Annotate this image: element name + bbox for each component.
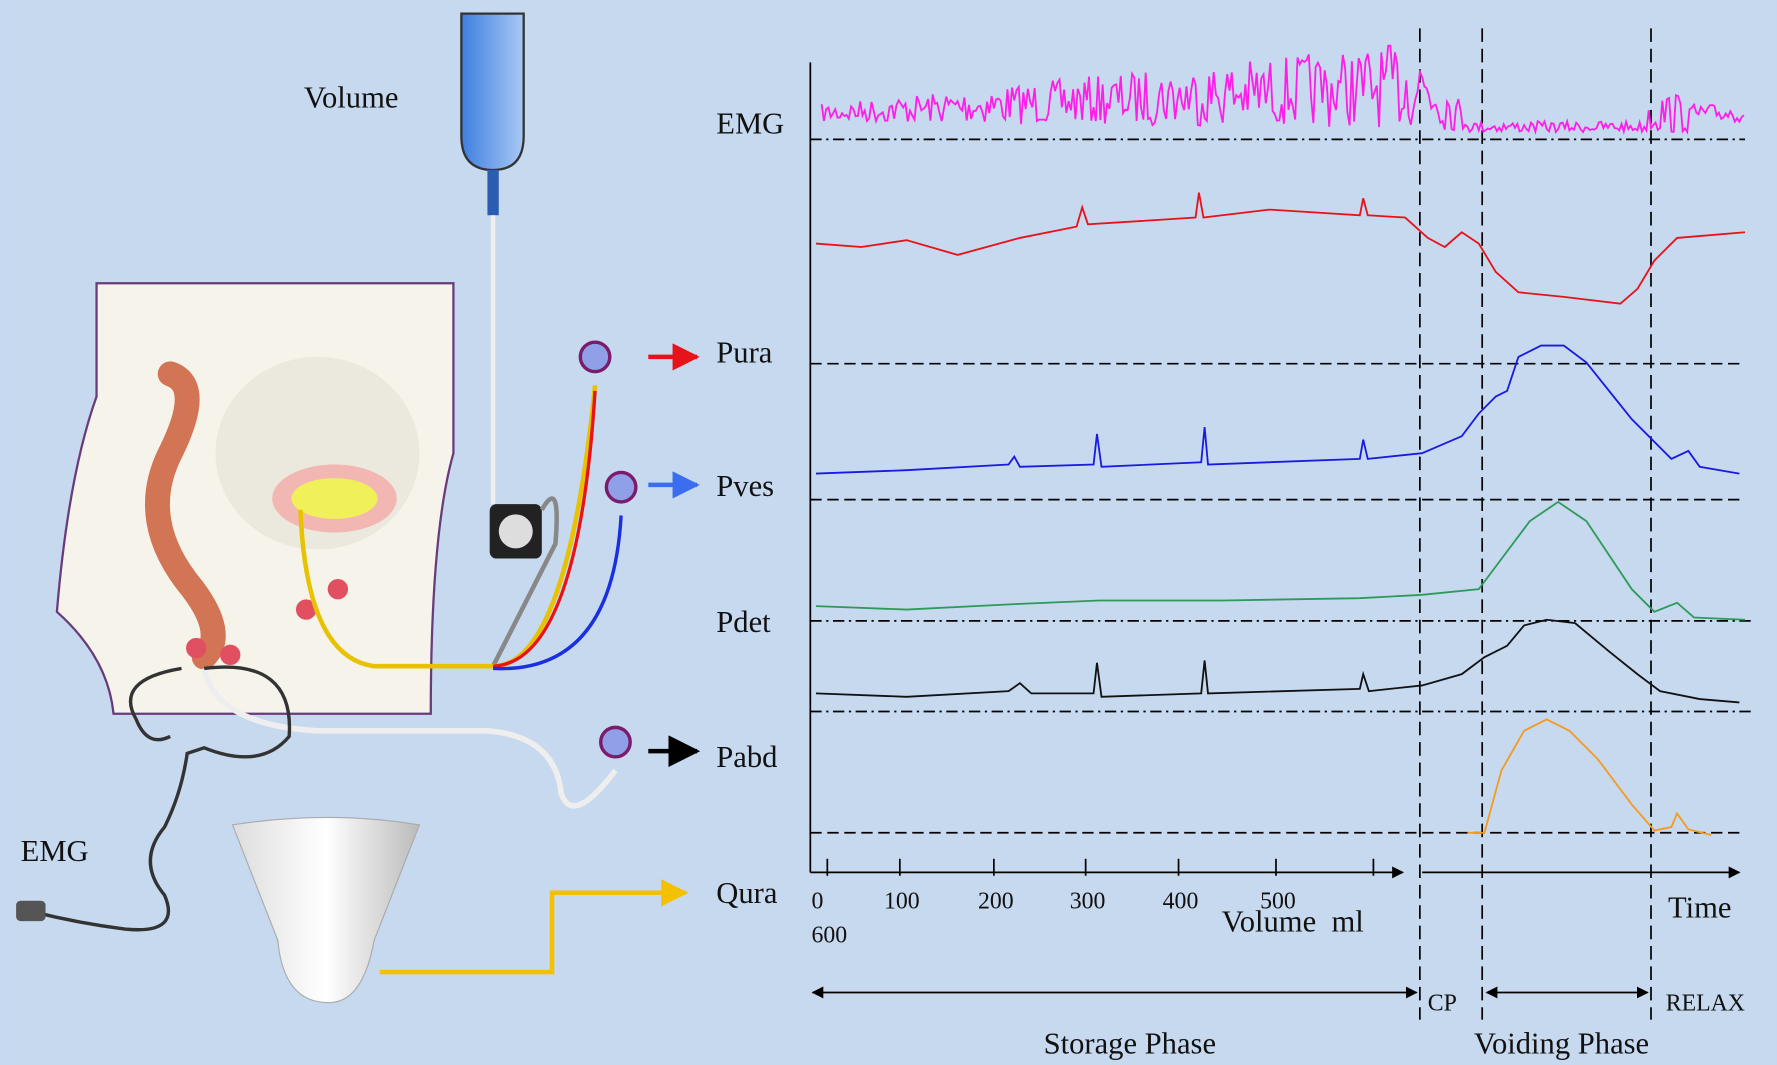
channel-label: Qura [716,876,778,910]
volume-tick-label: 0 [811,889,823,915]
volume-tick-label: 100 [884,889,920,915]
emg-plug [16,901,45,921]
volume-label: Volume [304,81,399,115]
channel-label: Pabd [716,740,777,774]
volume-tick-label: 600 [811,923,847,949]
volume-tick-label: 200 [978,889,1014,915]
diagram: Volume EMG EMG Pura Pves Pdet Pabd Qura … [0,0,1777,1065]
volume-axis-label: Volume ml [1222,904,1364,938]
volume-tick-label: 300 [1070,889,1106,915]
emg-label: EMG [21,834,89,868]
phase-label: Storage Phase [1044,1027,1216,1061]
channel-label: EMG [716,107,784,141]
phase-label: RELAX [1666,991,1745,1017]
phase-label: Voiding Phase [1474,1027,1649,1061]
volume-tick-label: 400 [1163,889,1199,915]
phase-label: CP [1428,991,1457,1017]
channel-label: Pdet [716,605,771,639]
channel-label: Pves [716,469,774,503]
time-label: Time [1668,891,1731,925]
anatomy [57,283,454,714]
channel-label: Pura [716,336,772,370]
